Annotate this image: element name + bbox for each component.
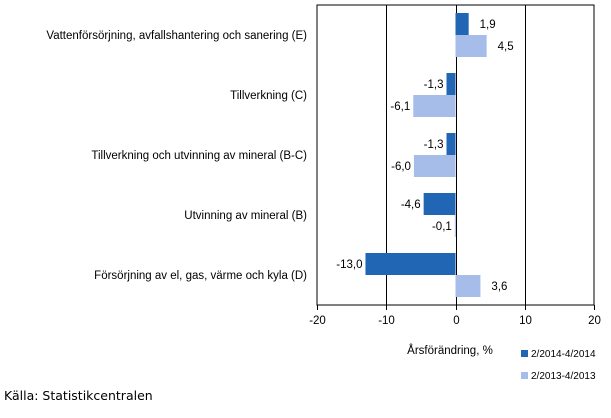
- bar-1: [446, 133, 456, 155]
- legend-swatch-series-1: [521, 350, 528, 357]
- bar-2: [454, 215, 456, 237]
- x-tick-label: 10: [519, 315, 532, 327]
- bars: [365, 13, 487, 297]
- bar-1: [365, 253, 456, 275]
- category-labels: Vattenförsörjning, avfallshantering och …: [46, 30, 307, 282]
- category-label: Tillverkning och utvinning av mineral (B…: [91, 150, 307, 162]
- source-note: Källa: Statistikcentralen: [4, 388, 153, 403]
- category-label: Utvinning av mineral (B): [184, 210, 307, 222]
- legend: 2/2014-4/2014 2/2013-4/2013: [521, 349, 596, 382]
- bar-2: [455, 275, 481, 297]
- value-label: -0,1: [432, 221, 452, 233]
- x-tick-label: 0: [453, 315, 459, 327]
- bar-1: [446, 73, 456, 95]
- bar-2: [413, 155, 456, 177]
- x-axis-title: Årsförändring, %: [407, 344, 493, 357]
- category-label: Vattenförsörjning, avfallshantering och …: [46, 30, 307, 42]
- category-label: Tillverkning (C): [230, 90, 307, 102]
- x-tick-label: 20: [588, 315, 601, 327]
- value-label: -13,0: [336, 259, 362, 271]
- x-axis-ticks: -20 -10 0 10 20: [309, 305, 601, 327]
- legend-label-series-2: 2/2013-4/2013: [531, 371, 596, 382]
- bar-2: [455, 35, 487, 57]
- legend-label-series-1: 2/2014-4/2014: [531, 349, 596, 360]
- value-label: -4,6: [401, 199, 421, 211]
- category-label: Försörjning av el, gas, värme och kyla (…: [94, 270, 307, 282]
- value-label: 4,5: [498, 41, 514, 53]
- bar-2: [413, 95, 456, 117]
- value-label: 1,9: [480, 19, 496, 31]
- x-tick-label: -10: [378, 315, 395, 327]
- value-label: 3,6: [491, 281, 507, 293]
- value-label: -1,3: [424, 139, 444, 151]
- value-label: -6,0: [391, 161, 411, 173]
- value-labels: 1,94,5 -1,3 -6,1 -1,3 -6,0 -4,6 -0,1 -13,0 3,6: [336, 19, 513, 293]
- bar-1: [423, 193, 456, 215]
- value-label: -6,1: [390, 101, 410, 113]
- bar-1: [455, 13, 469, 35]
- value-label: -1,3: [424, 79, 444, 91]
- legend-swatch-series-2: [521, 372, 528, 379]
- x-tick-label: -20: [309, 315, 326, 327]
